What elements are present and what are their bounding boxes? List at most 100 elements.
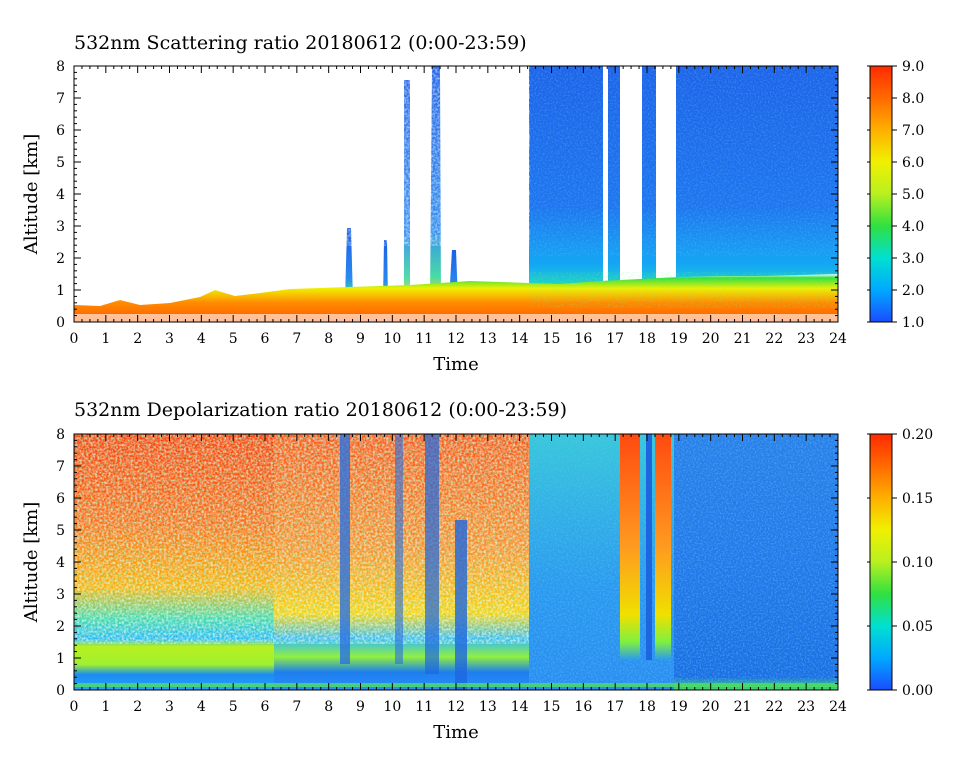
scattering-ratio-panel: 532nm Scattering ratio 20180612 (0:00-23… bbox=[21, 32, 924, 375]
depolarization-heatmap bbox=[74, 434, 838, 690]
x-tick-label: 10 bbox=[383, 699, 401, 715]
colorbar-tick-label: 0.20 bbox=[902, 427, 933, 443]
colorbar-tick-label: 4.0 bbox=[902, 219, 924, 235]
depolarization-title: 532nm Depolarization ratio 20180612 (0:0… bbox=[74, 399, 567, 421]
x-tick-label: 11 bbox=[415, 699, 433, 715]
colorbar-tick-label: 9.0 bbox=[902, 59, 924, 75]
x-tick-label: 14 bbox=[511, 331, 529, 347]
colorbar-tick-label: 0.15 bbox=[902, 491, 933, 507]
scattering-gap bbox=[620, 66, 642, 286]
x-tick-label: 7 bbox=[292, 699, 301, 715]
x-tick-label: 2 bbox=[133, 699, 142, 715]
depolarization-colorbar-ticks: 0.00 0.05 0.10 0.15 0.20 bbox=[867, 427, 933, 699]
colorbar-tick-label: 5.0 bbox=[902, 187, 924, 203]
scattering-title: 532nm Scattering ratio 20180612 (0:00-23… bbox=[74, 32, 527, 54]
colorbar-tick-label: 0.10 bbox=[902, 555, 933, 571]
y-tick-label: 4 bbox=[56, 187, 65, 203]
x-tick-label: 21 bbox=[734, 699, 752, 715]
x-tick-label: 21 bbox=[734, 331, 752, 347]
x-tick-label: 13 bbox=[479, 331, 497, 347]
x-tick-label: 12 bbox=[447, 331, 465, 347]
x-tick-label: 6 bbox=[261, 331, 270, 347]
y-tick-label: 0 bbox=[56, 683, 65, 699]
x-tick-label: 6 bbox=[261, 699, 270, 715]
y-tick-label: 4 bbox=[56, 555, 65, 571]
x-tick-label: 3 bbox=[165, 331, 174, 347]
colorbar-tick-label: 3.0 bbox=[902, 251, 924, 267]
x-tick-label: 19 bbox=[670, 699, 688, 715]
scattering-colorbar-ticks: 1.0 2.0 3.0 4.0 5.0 6.0 7.0 8.0 9.0 bbox=[867, 59, 924, 331]
scattering-heatmap bbox=[74, 66, 838, 322]
y-tick-label: 0 bbox=[56, 315, 65, 331]
x-tick-label: 11 bbox=[415, 331, 433, 347]
y-tick-label: 6 bbox=[56, 491, 65, 507]
y-tick-label: 3 bbox=[56, 219, 65, 235]
x-tick-label: 24 bbox=[829, 331, 847, 347]
depolarization-colorbar bbox=[869, 433, 893, 691]
y-tick-label: 7 bbox=[56, 91, 65, 107]
colorbar-tick-label: 2.0 bbox=[902, 283, 924, 299]
x-tick-label: 5 bbox=[229, 699, 238, 715]
y-tick-label: 5 bbox=[56, 155, 65, 171]
x-tick-label: 20 bbox=[702, 699, 720, 715]
x-tick-label: 0 bbox=[70, 331, 79, 347]
colorbar-tick-label: 8.0 bbox=[902, 91, 924, 107]
colorbar-tick-label: 7.0 bbox=[902, 123, 924, 139]
x-tick-label: 15 bbox=[543, 699, 561, 715]
x-tick-label: 13 bbox=[479, 699, 497, 715]
x-tick-label: 18 bbox=[638, 331, 656, 347]
scattering-gap bbox=[603, 66, 608, 286]
scattering-gap bbox=[656, 66, 676, 288]
x-tick-label: 0 bbox=[70, 699, 79, 715]
y-tick-label: 7 bbox=[56, 459, 65, 475]
depol-noisy-column bbox=[655, 434, 671, 660]
scattering-colorbar bbox=[869, 65, 893, 323]
x-tick-label: 16 bbox=[574, 699, 592, 715]
depolarization-y-label: Altitude [km] bbox=[21, 502, 42, 624]
y-tick-label: 1 bbox=[56, 283, 65, 299]
y-tick-label: 5 bbox=[56, 523, 65, 539]
x-tick-label: 8 bbox=[324, 699, 333, 715]
colorbar-tick-label: 0.00 bbox=[902, 683, 933, 699]
x-tick-label: 18 bbox=[638, 699, 656, 715]
x-tick-label: 22 bbox=[765, 699, 783, 715]
x-tick-label: 23 bbox=[797, 699, 815, 715]
colorbar-tick-label: 6.0 bbox=[902, 155, 924, 171]
depol-noisy-column bbox=[620, 434, 640, 660]
depolarization-x-label: Time bbox=[433, 722, 478, 743]
x-tick-label: 2 bbox=[133, 331, 142, 347]
x-tick-label: 8 bbox=[324, 331, 333, 347]
depolarization-ratio-panel: 532nm Depolarization ratio 20180612 (0:0… bbox=[21, 399, 933, 743]
x-tick-label: 20 bbox=[702, 331, 720, 347]
x-tick-label: 15 bbox=[543, 331, 561, 347]
x-tick-label: 1 bbox=[101, 699, 110, 715]
x-tick-label: 1 bbox=[101, 331, 110, 347]
y-tick-label: 2 bbox=[56, 619, 65, 635]
scattering-axis-ticks: 0 1 2 3 4 5 6 7 8 9 10 11 12 13 14 15 16 17 18 19 20 21 22 23 24… bbox=[56, 59, 847, 347]
y-tick-label: 2 bbox=[56, 251, 65, 267]
x-tick-label: 12 bbox=[447, 699, 465, 715]
x-tick-label: 7 bbox=[292, 331, 301, 347]
x-tick-label: 10 bbox=[383, 331, 401, 347]
x-tick-label: 3 bbox=[165, 699, 174, 715]
x-tick-label: 14 bbox=[511, 699, 529, 715]
x-tick-label: 17 bbox=[606, 331, 624, 347]
y-tick-label: 3 bbox=[56, 587, 65, 603]
colorbar-tick-label: 0.05 bbox=[902, 619, 933, 635]
x-tick-label: 4 bbox=[197, 331, 206, 347]
x-tick-label: 4 bbox=[197, 699, 206, 715]
x-tick-label: 16 bbox=[574, 331, 592, 347]
depolarization-axis-ticks: 0 1 2 3 4 5 6 7 8 9 10 11 12 13 14 15 16 17 18 19 20 21 22 23 24… bbox=[56, 427, 847, 715]
y-tick-label: 8 bbox=[56, 59, 65, 75]
scattering-x-label: Time bbox=[433, 354, 478, 375]
x-tick-label: 5 bbox=[229, 331, 238, 347]
y-tick-label: 1 bbox=[56, 651, 65, 667]
x-tick-label: 17 bbox=[606, 699, 624, 715]
x-tick-label: 22 bbox=[765, 331, 783, 347]
y-tick-label: 6 bbox=[56, 123, 65, 139]
cloud-column bbox=[383, 240, 388, 300]
y-tick-label: 8 bbox=[56, 427, 65, 443]
x-tick-label: 9 bbox=[356, 331, 365, 347]
x-tick-label: 23 bbox=[797, 331, 815, 347]
